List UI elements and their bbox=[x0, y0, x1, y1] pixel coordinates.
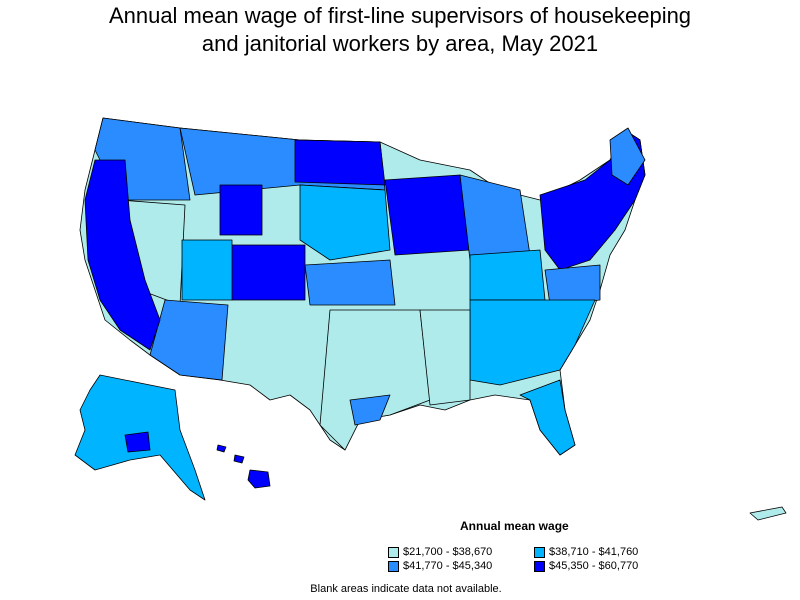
plains-region bbox=[299, 184, 391, 261]
alaska-anchorage-area bbox=[124, 431, 151, 453]
legend-swatch-1 bbox=[388, 546, 399, 558]
utah-region bbox=[181, 239, 233, 301]
arizona-region bbox=[149, 299, 229, 381]
mid-atlantic-region bbox=[544, 264, 601, 306]
legend-label-2: $38,710 - $41,760 bbox=[549, 546, 639, 558]
florida-region bbox=[519, 379, 576, 456]
legend-item-3: $41,770 - $45,340 bbox=[388, 559, 492, 573]
map-title: Annual mean wage of first-line superviso… bbox=[0, 2, 800, 58]
legend-swatch-3 bbox=[388, 560, 399, 572]
ohio-valley-region bbox=[469, 249, 546, 301]
north-dakota-region bbox=[294, 139, 386, 186]
legend-title: Annual mean wage bbox=[460, 519, 569, 533]
hawaii-island-2 bbox=[233, 454, 245, 464]
legend-label-4: $45,350 - $60,770 bbox=[549, 560, 639, 572]
title-line-1: Annual mean wage of first-line superviso… bbox=[108, 3, 692, 28]
south-texas-region bbox=[319, 309, 431, 451]
legend-item-4: $45,350 - $60,770 bbox=[534, 559, 638, 573]
maine-region bbox=[609, 127, 646, 186]
puerto-rico-shape bbox=[749, 506, 787, 521]
colorado-region bbox=[231, 244, 306, 301]
southern-plains-region bbox=[419, 309, 471, 406]
legend-item-1: $21,700 - $38,670 bbox=[388, 545, 492, 559]
midwest-region bbox=[459, 174, 531, 261]
kansas-region bbox=[304, 259, 396, 306]
southeast-region bbox=[469, 299, 596, 386]
west-coast-region bbox=[84, 159, 161, 351]
legend-swatch-4 bbox=[534, 560, 545, 572]
legend-label-1: $21,700 - $38,670 bbox=[403, 546, 493, 558]
legend-swatch-2 bbox=[534, 546, 545, 558]
title-line-2: and janitorial workers by area, May 2021 bbox=[201, 31, 599, 56]
legend-label-3: $41,770 - $45,340 bbox=[403, 560, 493, 572]
hawaii-island-3 bbox=[247, 469, 271, 489]
hawaii-island-1 bbox=[216, 444, 227, 453]
wyoming-region bbox=[219, 184, 263, 236]
us-wage-map bbox=[74, 117, 787, 521]
great-lakes-region bbox=[384, 174, 471, 256]
texas-gulf-region bbox=[349, 394, 391, 426]
footnote: Blank areas indicate data not available. bbox=[310, 583, 502, 595]
legend-item-2: $38,710 - $41,760 bbox=[534, 545, 638, 559]
